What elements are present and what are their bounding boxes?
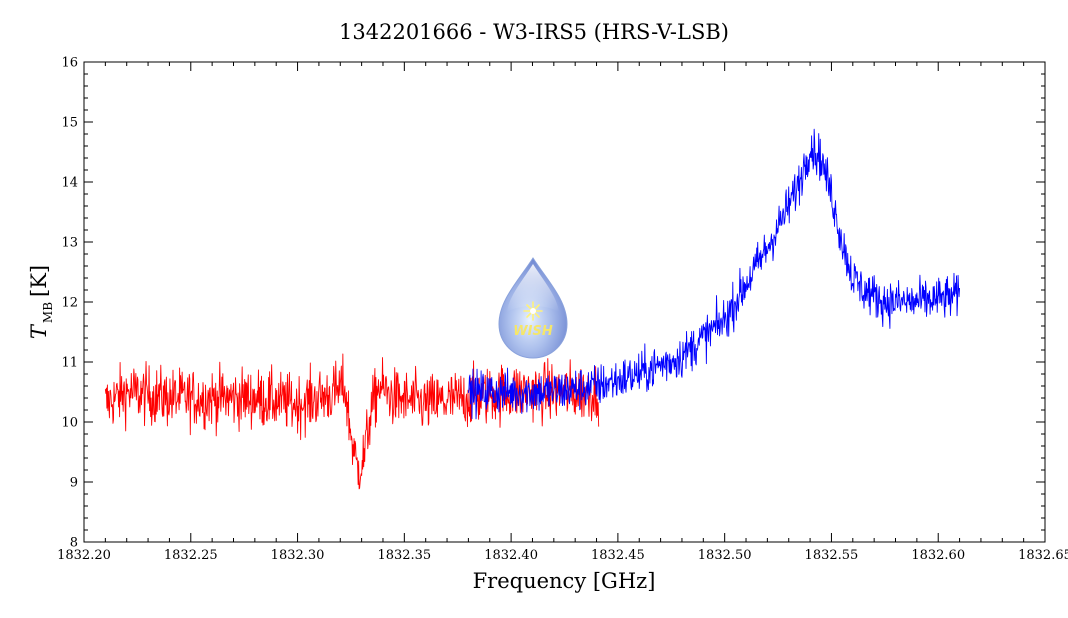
y-tick-label: 8 xyxy=(70,536,78,551)
series-line-1 xyxy=(104,353,600,490)
y-axis: 8 9 10 11 12 13 14 15 16 xyxy=(61,56,1045,551)
x-tick-label: 1832.20 xyxy=(57,548,111,563)
x-tick-label: 1832.25 xyxy=(164,548,218,563)
series-line-2 xyxy=(467,128,961,420)
y-tick-label: 12 xyxy=(61,296,78,311)
y-tick-label: 10 xyxy=(61,416,78,431)
y-tick-label: 14 xyxy=(61,176,78,191)
y-axis-label-sub: MB xyxy=(41,302,55,323)
x-tick-label: 1832.65 xyxy=(1018,548,1068,563)
y-axis-label-main: T xyxy=(27,323,51,339)
x-tick-label: 1832.30 xyxy=(271,548,325,563)
y-tick-label: 9 xyxy=(70,476,78,491)
x-tick-label: 1832.50 xyxy=(698,548,752,563)
watermark-text: WISH xyxy=(513,324,553,339)
chart-title: 1342201666 - W3-IRS5 (HRS-V-LSB) xyxy=(339,20,729,44)
x-tick-label: 1832.55 xyxy=(805,548,859,563)
x-tick-label: 1832.60 xyxy=(911,548,965,563)
svg-text:TMB[K]: TMB [K] xyxy=(27,265,55,339)
series-layer xyxy=(104,128,961,490)
y-tick-label: 16 xyxy=(61,56,78,71)
y-tick-label: 15 xyxy=(61,116,78,131)
y-tick-label: 11 xyxy=(61,356,78,371)
y-tick-label: 13 xyxy=(61,236,78,251)
wish-watermark: WISH xyxy=(498,257,568,359)
x-axis: 1832.20 1832.25 1832.30 1832.35 1832.40 1832.… xyxy=(57,62,1068,563)
x-tick-label: 1832.45 xyxy=(591,548,645,563)
y-axis-label: TMB [K] xyxy=(27,265,55,339)
y-axis-label-unit: [K] xyxy=(27,265,51,297)
x-tick-label: 1832.40 xyxy=(484,548,538,563)
x-tick-label: 1832.35 xyxy=(377,548,431,563)
x-axis-label: Frequency [GHz] xyxy=(473,569,656,593)
